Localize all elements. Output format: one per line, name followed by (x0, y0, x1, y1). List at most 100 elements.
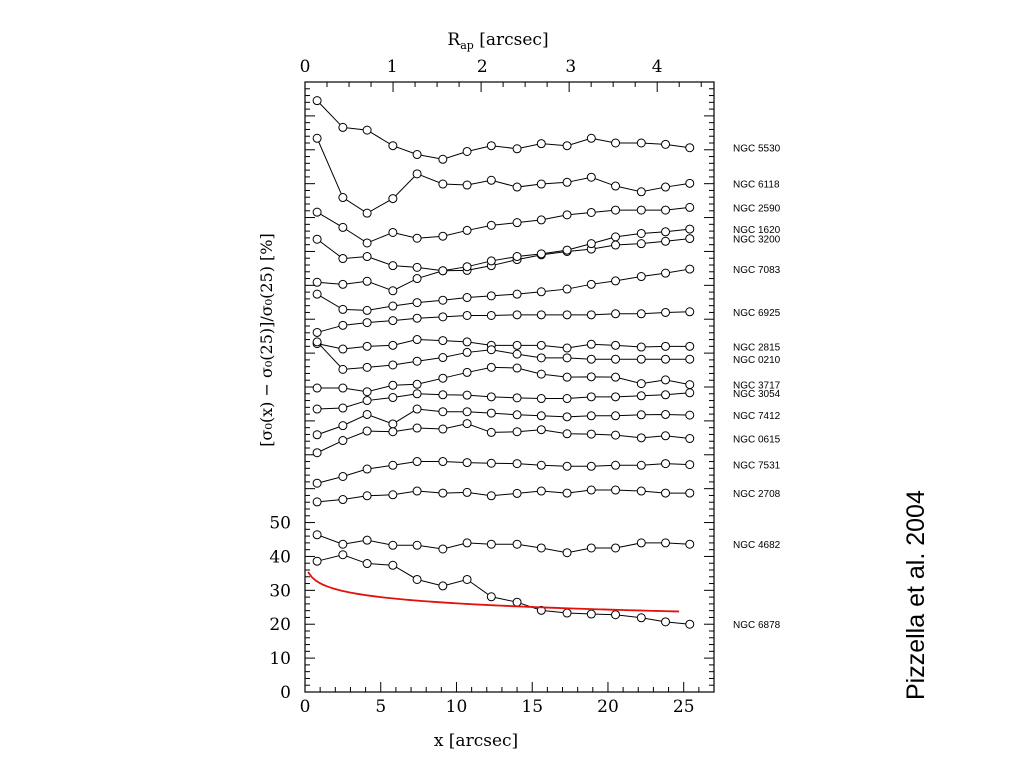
data-point (338, 122, 348, 132)
data-point (388, 340, 398, 350)
data-point (312, 133, 322, 143)
data-point (462, 180, 472, 190)
data-point (338, 550, 348, 560)
data-point (362, 387, 372, 397)
data-point (611, 309, 621, 319)
data-point (412, 313, 422, 323)
data-point (338, 254, 348, 264)
data-point (636, 538, 646, 548)
data-point (362, 305, 372, 315)
top-tick-label: 4 (652, 57, 663, 77)
data-point (462, 419, 472, 429)
data-point (438, 488, 448, 498)
data-point (661, 236, 671, 246)
data-point (636, 354, 646, 364)
data-point (685, 539, 695, 549)
data-point (586, 133, 596, 143)
data-point (312, 207, 322, 217)
data-point (562, 141, 572, 151)
data-point (388, 540, 398, 550)
data-point (636, 187, 646, 197)
x-axis-title: x [arcsec] (434, 731, 518, 751)
series: NGC 4682 (312, 530, 781, 558)
data-point (486, 256, 496, 266)
data-point (636, 433, 646, 443)
series: NGC 3200 (312, 234, 781, 276)
series: NGC 3054 (312, 388, 781, 414)
data-point (462, 293, 472, 303)
data-point (661, 139, 671, 149)
data-point (412, 356, 422, 366)
series-label: NGC 0615 (733, 435, 781, 446)
data-point (412, 486, 422, 496)
data-point (636, 239, 646, 249)
data-point (486, 220, 496, 230)
data-point (312, 277, 322, 287)
data-point (388, 427, 398, 437)
data-point (338, 320, 348, 330)
data-point (438, 336, 448, 346)
data-point (362, 409, 372, 419)
data-point (312, 530, 322, 540)
data-point (512, 340, 522, 350)
series-label: NGC 7412 (733, 411, 781, 422)
data-point (512, 539, 522, 549)
data-point (685, 434, 695, 444)
series-line (316, 554, 690, 625)
data-point (636, 379, 646, 389)
data-point (438, 544, 448, 554)
data-point (412, 379, 422, 389)
data-point (462, 574, 472, 584)
series: NGC 0615 (312, 419, 781, 458)
data-point (388, 261, 398, 271)
data-point (536, 543, 546, 553)
data-point (536, 179, 546, 189)
data-point (486, 491, 496, 501)
data-point (362, 559, 372, 569)
data-point (512, 218, 522, 228)
y-tick-label: 50 (269, 514, 291, 534)
data-point (685, 178, 695, 188)
data-point (312, 383, 322, 393)
data-point (512, 363, 522, 373)
data-point (362, 318, 372, 328)
data-point (412, 150, 422, 160)
series: NGC 6118 (312, 133, 780, 218)
data-point (486, 539, 496, 549)
data-point (412, 423, 422, 433)
data-point (586, 609, 596, 619)
data-point (388, 490, 398, 500)
data-point (562, 353, 572, 363)
top-axis-title: Rap [arcsec] (447, 30, 548, 52)
data-point (611, 232, 621, 242)
data-point (685, 380, 695, 390)
data-point (661, 538, 671, 548)
data-point (512, 459, 522, 469)
data-point (636, 138, 646, 148)
data-point (462, 347, 472, 357)
y-tick-label: 40 (269, 547, 291, 567)
data-point (562, 343, 572, 353)
data-point (362, 464, 372, 474)
data-point (586, 207, 596, 217)
series-label: NGC 2708 (733, 489, 781, 500)
data-point (388, 419, 398, 429)
data-point (462, 407, 472, 417)
data-point (388, 316, 398, 326)
data-point (636, 613, 646, 623)
data-point (486, 392, 496, 402)
data-point (536, 369, 546, 379)
data-point (562, 394, 572, 404)
data-point (512, 427, 522, 437)
series-label: NGC 2590 (733, 203, 781, 214)
series: NGC 2590 (312, 202, 781, 248)
data-point (438, 390, 448, 400)
data-point (685, 619, 695, 629)
data-point (661, 409, 671, 419)
credit-text: Pizzella et al. 2004 (902, 490, 930, 700)
data-point (536, 215, 546, 225)
data-point (362, 276, 372, 286)
y-tick-label: 20 (269, 615, 291, 635)
data-point (438, 457, 448, 467)
